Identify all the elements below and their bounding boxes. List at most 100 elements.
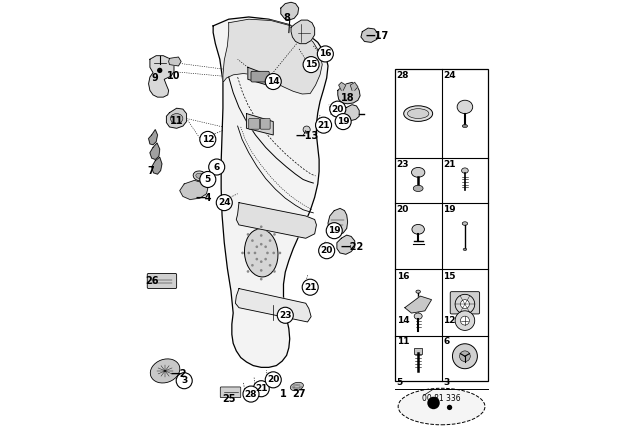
Text: 6: 6 xyxy=(214,163,220,172)
Circle shape xyxy=(302,279,318,295)
Text: 20: 20 xyxy=(267,375,280,384)
Ellipse shape xyxy=(461,168,468,173)
Ellipse shape xyxy=(414,313,422,319)
Text: 21: 21 xyxy=(304,283,316,292)
Polygon shape xyxy=(152,157,162,174)
FancyBboxPatch shape xyxy=(220,387,241,398)
Text: 3: 3 xyxy=(444,379,449,388)
Text: 19: 19 xyxy=(328,226,340,235)
FancyBboxPatch shape xyxy=(260,118,270,129)
Circle shape xyxy=(269,264,271,267)
Circle shape xyxy=(251,239,253,242)
Text: 23: 23 xyxy=(279,311,292,320)
Text: 26: 26 xyxy=(145,276,159,286)
Text: 21: 21 xyxy=(317,121,330,129)
Polygon shape xyxy=(339,82,346,90)
Text: 24: 24 xyxy=(218,198,230,207)
Ellipse shape xyxy=(412,224,424,234)
Circle shape xyxy=(428,397,440,409)
Polygon shape xyxy=(148,56,174,97)
Ellipse shape xyxy=(150,359,180,383)
Text: 23: 23 xyxy=(397,160,409,169)
Circle shape xyxy=(460,351,470,362)
Circle shape xyxy=(246,270,250,273)
Circle shape xyxy=(253,381,269,397)
Circle shape xyxy=(248,252,250,254)
Circle shape xyxy=(265,73,281,90)
Circle shape xyxy=(455,311,475,331)
Circle shape xyxy=(260,278,262,280)
Circle shape xyxy=(255,246,258,248)
Ellipse shape xyxy=(413,185,423,191)
Circle shape xyxy=(460,300,469,309)
Text: —17: —17 xyxy=(365,31,388,41)
Circle shape xyxy=(241,252,244,254)
Circle shape xyxy=(277,307,293,323)
Circle shape xyxy=(200,131,216,147)
Text: —2: —2 xyxy=(170,370,187,379)
Polygon shape xyxy=(168,57,181,66)
Circle shape xyxy=(330,101,346,117)
Polygon shape xyxy=(180,181,208,199)
Text: 14: 14 xyxy=(267,77,280,86)
Circle shape xyxy=(264,246,267,248)
Circle shape xyxy=(265,372,281,388)
Text: 11: 11 xyxy=(170,116,184,126)
Text: 12: 12 xyxy=(444,316,456,325)
Polygon shape xyxy=(405,296,431,313)
Circle shape xyxy=(260,225,262,228)
Circle shape xyxy=(243,386,259,402)
Polygon shape xyxy=(236,289,311,322)
Polygon shape xyxy=(361,28,378,43)
Bar xyxy=(395,69,488,381)
Circle shape xyxy=(316,117,332,133)
Ellipse shape xyxy=(244,229,278,277)
Text: 00 81 336: 00 81 336 xyxy=(422,394,461,403)
Circle shape xyxy=(278,252,281,254)
Ellipse shape xyxy=(408,109,429,118)
Text: 24: 24 xyxy=(444,71,456,80)
Ellipse shape xyxy=(462,222,468,225)
Text: 20: 20 xyxy=(397,205,409,214)
Ellipse shape xyxy=(404,106,433,121)
Circle shape xyxy=(269,239,271,242)
Text: 3: 3 xyxy=(181,376,188,385)
Text: —13: —13 xyxy=(296,131,319,141)
Text: 18: 18 xyxy=(340,94,355,103)
Circle shape xyxy=(260,260,262,263)
Ellipse shape xyxy=(463,248,467,250)
Polygon shape xyxy=(350,82,358,90)
Text: 9: 9 xyxy=(151,73,157,83)
Text: 12: 12 xyxy=(202,135,214,144)
Circle shape xyxy=(255,258,258,260)
Circle shape xyxy=(447,405,452,410)
Polygon shape xyxy=(148,129,157,145)
Text: 14: 14 xyxy=(397,316,409,325)
Polygon shape xyxy=(328,208,348,235)
Polygon shape xyxy=(150,143,160,159)
Circle shape xyxy=(157,68,163,73)
Circle shape xyxy=(319,243,335,259)
Text: 5: 5 xyxy=(205,175,211,184)
Text: 7: 7 xyxy=(147,167,154,177)
Polygon shape xyxy=(246,114,273,135)
Ellipse shape xyxy=(170,114,183,123)
Polygon shape xyxy=(281,2,299,20)
Text: 19: 19 xyxy=(444,205,456,214)
Polygon shape xyxy=(291,20,315,44)
Circle shape xyxy=(317,46,333,62)
Text: 20: 20 xyxy=(332,105,344,114)
Text: 15: 15 xyxy=(444,271,456,280)
Circle shape xyxy=(273,270,276,273)
Ellipse shape xyxy=(416,290,420,293)
Text: 25: 25 xyxy=(222,394,236,405)
Polygon shape xyxy=(248,67,273,87)
Polygon shape xyxy=(337,235,355,254)
Circle shape xyxy=(260,269,262,272)
Text: —22: —22 xyxy=(340,242,364,252)
Ellipse shape xyxy=(462,125,468,128)
FancyBboxPatch shape xyxy=(414,348,422,353)
Circle shape xyxy=(452,344,477,369)
Polygon shape xyxy=(213,17,328,367)
Polygon shape xyxy=(166,108,186,128)
